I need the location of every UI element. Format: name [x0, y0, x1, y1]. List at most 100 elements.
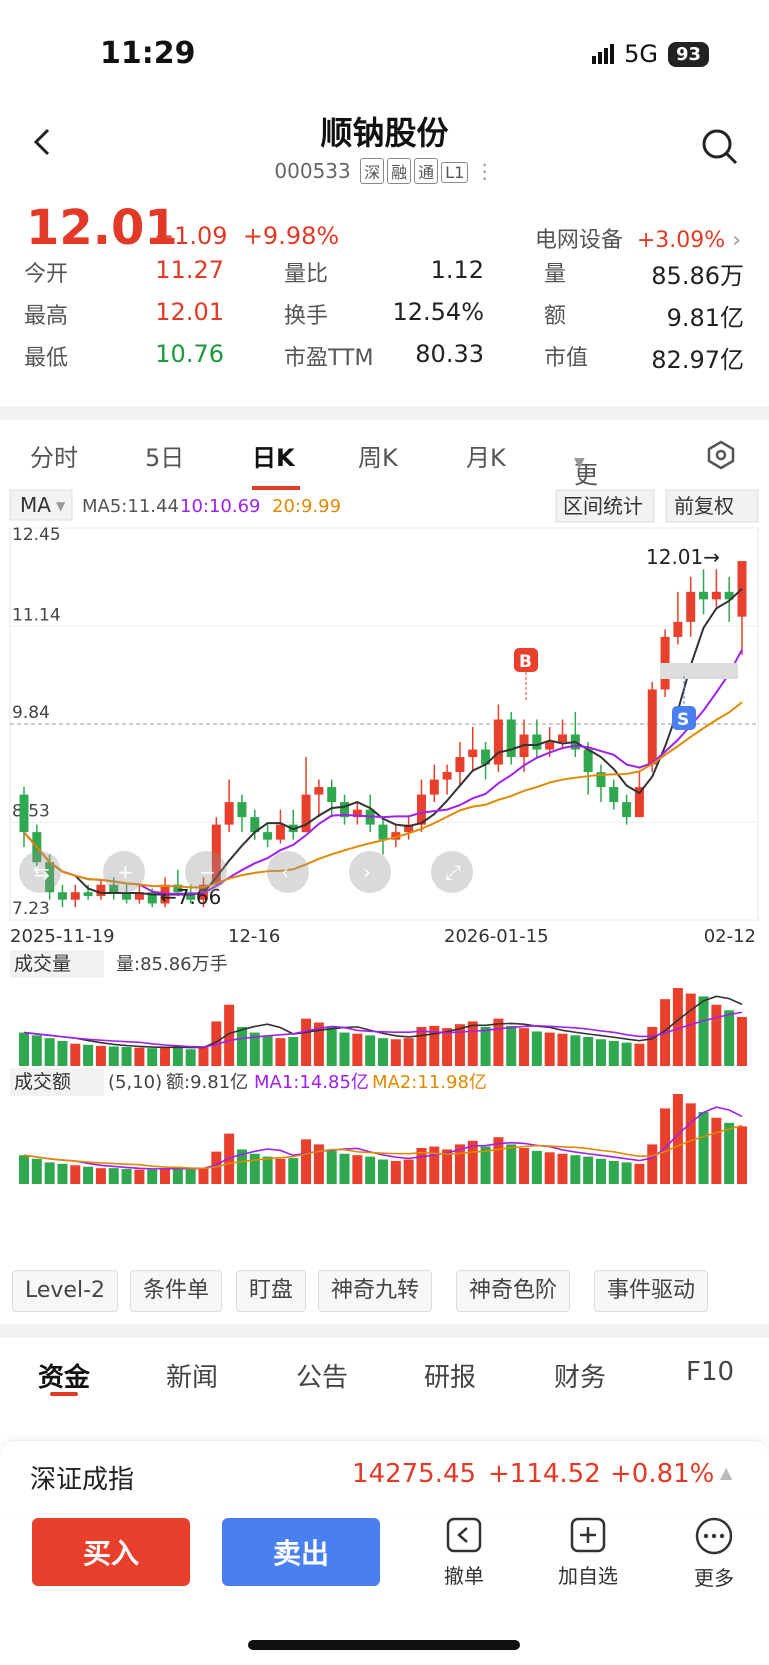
- info-tab[interactable]: 资金: [38, 1363, 91, 1393]
- scroll-left-icon[interactable]: [267, 851, 309, 893]
- candle: [57, 892, 67, 900]
- volume-bar: [365, 1035, 376, 1066]
- amount-bar: [672, 1094, 683, 1184]
- high-label: 12.01→: [646, 545, 720, 569]
- tool-chip[interactable]: 神奇色阶: [456, 1270, 571, 1312]
- volume-bar: [70, 1043, 81, 1066]
- cancel-order-button[interactable]: 撤单: [424, 1516, 504, 1589]
- stock-name: 顺钠股份: [320, 114, 449, 152]
- fullscreen-icon[interactable]: [431, 851, 473, 893]
- volume-bar: [583, 1037, 594, 1066]
- stat-label: 市盈TTM: [284, 346, 374, 371]
- candle: [96, 884, 106, 896]
- amount-bar: [339, 1153, 350, 1184]
- volume-bar: [621, 1042, 632, 1066]
- tab-monthly-k[interactable]: 月K: [466, 443, 506, 472]
- stat-label: 量比: [284, 262, 329, 287]
- status-indicators: 5G 93: [592, 40, 709, 68]
- amount-bar: [172, 1166, 183, 1184]
- info-tab[interactable]: 财务: [554, 1363, 607, 1393]
- candle: [173, 884, 183, 893]
- range-stats-label: 区间统计: [563, 494, 643, 518]
- y-tick-label: 12.45: [12, 525, 61, 545]
- tab-intraday[interactable]: 分时: [30, 443, 78, 472]
- scroll-right-icon[interactable]: [349, 851, 391, 893]
- ma-select[interactable]: MA: [20, 493, 51, 517]
- signal-icon: [592, 44, 615, 64]
- tab-daily-k[interactable]: 日K: [252, 443, 295, 472]
- more-actions-button[interactable]: 更多: [674, 1516, 754, 1591]
- kline-chart[interactable]: MA ▼ MA5:11.44 10:10.69 20:9.99 区间统计 前复权…: [0, 488, 769, 1268]
- tab-weekly-k[interactable]: 周K: [358, 443, 398, 472]
- settings-icon[interactable]: [706, 440, 736, 470]
- zone-band: [660, 663, 738, 679]
- amount-bar: [31, 1158, 42, 1184]
- candle: [506, 719, 516, 758]
- amount-bar: [83, 1166, 94, 1184]
- tool-chip[interactable]: 事件驱动: [594, 1270, 709, 1312]
- volume-bar: [288, 1037, 299, 1066]
- volume-bar: [429, 1025, 440, 1066]
- divider: [0, 406, 769, 420]
- candle: [122, 892, 132, 900]
- candle: [352, 809, 362, 818]
- zoom-in-icon[interactable]: [103, 851, 145, 893]
- stat-value: 12.54%: [392, 298, 484, 326]
- amount-bar: [557, 1153, 568, 1184]
- amount-bar: [583, 1156, 594, 1184]
- price-pane: 12.45 11.14 9.84 8.53 7.23 12.01→ ←7.66 B S ⇆ + − ‹ ›…: [9, 525, 759, 947]
- amount-bar: [608, 1160, 619, 1184]
- amount-bar: [698, 1112, 709, 1184]
- add-watchlist-button[interactable]: 加自选: [548, 1516, 628, 1589]
- volume-bar: [685, 993, 696, 1066]
- search-icon[interactable]: [701, 128, 739, 166]
- scroll-right-icon-glyph: ›: [363, 860, 371, 884]
- info-tab[interactable]: F10: [686, 1357, 735, 1387]
- amount-params: (5,10): [108, 1072, 162, 1093]
- tab-5day[interactable]: 5日: [145, 443, 185, 472]
- expand-up-icon[interactable]: ▲: [720, 1463, 733, 1482]
- index-value: 14275.45: [352, 1459, 477, 1489]
- buy-marker: [514, 648, 538, 672]
- amount-bar: [147, 1169, 158, 1184]
- change-pct: +9.98%: [242, 222, 340, 250]
- battery-icon: 93: [667, 41, 709, 67]
- amount-bar: [429, 1146, 440, 1184]
- index-bar[interactable]: 深证成指 14275.45 +114.52 +0.81% ▲: [0, 1440, 769, 1513]
- sell-button[interactable]: 卖出: [222, 1518, 380, 1586]
- amount-bar: [288, 1158, 299, 1184]
- volume-bar: [83, 1044, 94, 1066]
- tool-chip[interactable]: 盯盘: [236, 1270, 307, 1312]
- zoom-in-icon-glyph: +: [117, 860, 134, 884]
- x-tick-label: 02-12: [704, 926, 756, 947]
- zoom-out-icon[interactable]: [185, 851, 227, 893]
- tool-chip[interactable]: 条件单: [130, 1270, 223, 1312]
- amount-bar: [352, 1155, 363, 1184]
- info-tab[interactable]: 研报: [424, 1363, 477, 1393]
- tool-chip[interactable]: 神奇九转: [318, 1270, 433, 1312]
- candle: [647, 689, 657, 765]
- info-tab[interactable]: 公告: [296, 1363, 349, 1393]
- more-dots-icon[interactable]: ⋮: [474, 159, 495, 183]
- back-icon[interactable]: [28, 128, 56, 156]
- sector-link[interactable]: 电网设备 +3.09% ›: [534, 228, 741, 253]
- y-tick-label: 8.53: [12, 801, 50, 821]
- adjust-button[interactable]: [665, 489, 759, 523]
- reset-view-icon[interactable]: [19, 851, 61, 893]
- volume-bar: [185, 1049, 196, 1066]
- volume-bar: [519, 1028, 530, 1066]
- volume-select: [10, 950, 104, 978]
- volume-bar: [442, 1028, 453, 1066]
- range-stats-button[interactable]: [555, 489, 655, 523]
- amount-bar: [121, 1168, 132, 1184]
- sector-name: 电网设备: [534, 228, 623, 253]
- candle: [263, 832, 273, 840]
- tool-chip[interactable]: Level-2: [12, 1270, 119, 1312]
- info-tab[interactable]: 新闻: [166, 1363, 219, 1393]
- amount-bar: [634, 1163, 645, 1184]
- amount-bar: [57, 1163, 68, 1184]
- buy-button[interactable]: 买入: [32, 1518, 190, 1586]
- candle: [391, 832, 401, 840]
- candle: [70, 892, 80, 900]
- volume-bar: [390, 1039, 401, 1066]
